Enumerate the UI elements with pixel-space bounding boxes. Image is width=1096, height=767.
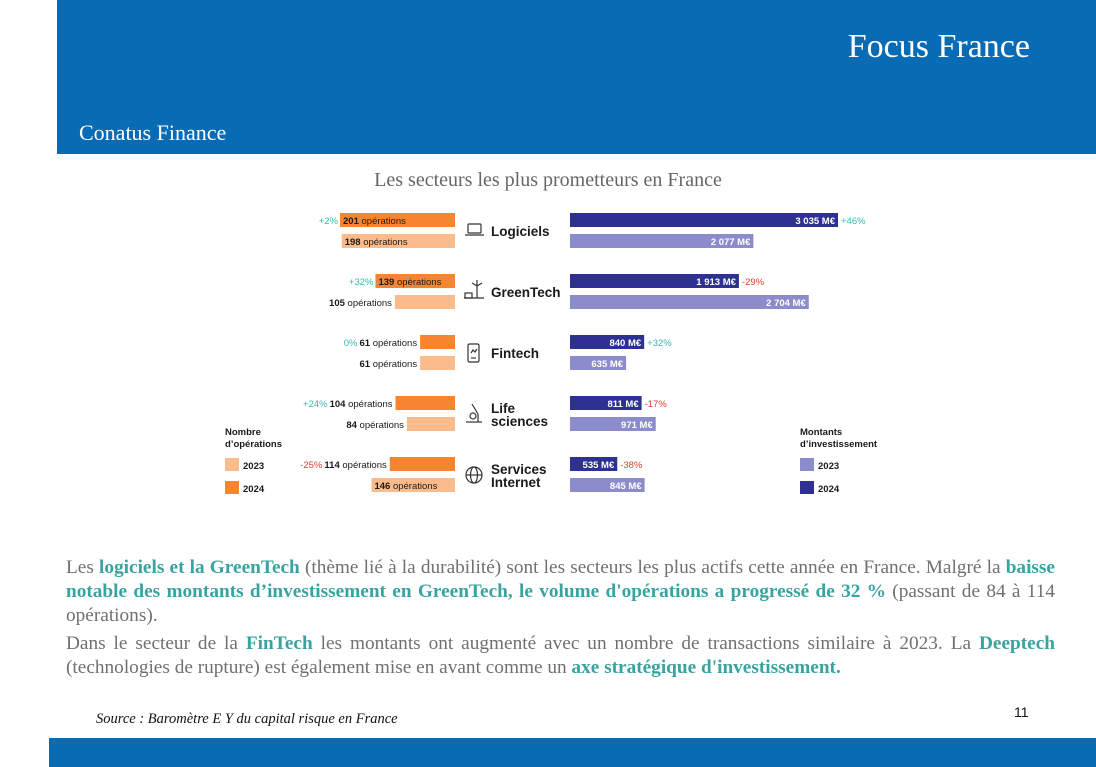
investment-2024-label: 811 M€ xyxy=(607,399,639,410)
paragraph-sectors: Les logiciels et la GreenTech (thème lié… xyxy=(66,556,1055,628)
investment-legend-label: 2024 xyxy=(818,484,840,495)
investment-2024-label: 3 035 M€ xyxy=(795,216,835,227)
laptop-icon xyxy=(465,223,484,236)
smartphone-icon xyxy=(467,343,480,363)
microscope-icon xyxy=(466,403,482,423)
globe-icon xyxy=(465,466,483,484)
chart-title: Les secteurs les plus prometteurs en Fra… xyxy=(374,169,722,191)
investment-2023-bar xyxy=(570,295,809,309)
category-label: Internet xyxy=(491,475,541,490)
highlighted-text: axe stratégique d'investissement. xyxy=(571,657,841,678)
footer-bar xyxy=(49,738,1096,767)
investment-2023-label: 845 M€ xyxy=(610,481,642,492)
highlighted-text: FinTech xyxy=(245,633,313,654)
investment-2024-bar xyxy=(570,457,618,471)
investment-legend-swatch xyxy=(800,458,814,471)
investment-2023-label: 635 M€ xyxy=(591,359,623,370)
operations-2023-label: 105 opérations xyxy=(329,298,392,309)
investment-legend-swatch xyxy=(800,481,814,494)
investment-2024-label: 840 M€ xyxy=(609,338,641,349)
operations-2024-label: 201 opérations xyxy=(343,216,406,227)
header-bar: Focus France Conatus Finance xyxy=(57,0,1096,154)
highlighted-text: Deeptech xyxy=(978,633,1055,654)
investment-2024-label: 1 913 M€ xyxy=(696,277,736,288)
category-label: Life xyxy=(491,401,515,416)
investment-2024-bar xyxy=(570,274,739,288)
investment-change-label: -38% xyxy=(620,460,643,471)
source-note: Source : Baromètre E Y du capital risque… xyxy=(96,711,398,727)
operations-2023-bar xyxy=(420,356,455,370)
category-label: Fintech xyxy=(491,346,539,361)
investment-2023-label: 971 M€ xyxy=(621,420,653,431)
operations-2024-label: 114 opérations xyxy=(324,460,387,471)
investment-change-label: -29% xyxy=(742,277,765,288)
highlighted-text: logiciels et la GreenTech xyxy=(99,557,300,578)
investment-2023-label: 2 077 M€ xyxy=(711,237,751,248)
operations-legend-swatch xyxy=(225,458,239,471)
operations-change-label: -25% xyxy=(300,460,323,471)
investment-2023-bar xyxy=(570,478,645,492)
highlighted-text: baisse notable des montants d’investisse… xyxy=(66,557,1055,602)
body-text-run: Les xyxy=(66,557,100,578)
operations-2024-bar xyxy=(420,335,455,349)
operations-2023-label: 84 opérations xyxy=(346,420,404,431)
wind-turbine-icon xyxy=(464,280,484,299)
investment-2024-label: 535 M€ xyxy=(583,460,615,471)
investment-legend-label: 2023 xyxy=(818,461,839,472)
body-text-run: (thème lié à la durabilité) sont les sec… xyxy=(299,557,1006,578)
operations-2024-label: 139 opérations xyxy=(378,277,441,288)
operations-2024-bar xyxy=(389,457,455,471)
investment-2024-bar xyxy=(570,335,645,349)
operations-change-label: +2% xyxy=(319,216,339,227)
body-text-run: (passant de 84 à 114 opérations). xyxy=(66,581,1055,626)
body-text-run: Dans le secteur de la xyxy=(66,633,246,654)
operations-2024-label: 104 opérations xyxy=(330,399,393,410)
operations-change-label: 0% xyxy=(344,338,358,349)
operations-2023-bar xyxy=(406,417,455,431)
investment-2023-bar xyxy=(570,234,754,248)
investment-2023-bar xyxy=(570,356,627,370)
investment-2023-bar xyxy=(570,417,656,431)
operations-2023-label: 61 opérations xyxy=(360,359,418,370)
operations-change-label: +32% xyxy=(349,277,374,288)
category-label: Services xyxy=(491,462,547,477)
category-label: sciences xyxy=(491,414,548,429)
operations-legend-label: 2023 xyxy=(243,461,264,472)
operations-change-label: +24% xyxy=(303,399,328,410)
sector-chart: 201 opérations 198 opérations +2% 3 035 M€ 2… xyxy=(225,213,878,495)
operations-2024-bar xyxy=(395,396,455,410)
paragraph-fintech: Dans le secteur de la FinTech les montan… xyxy=(66,632,1055,680)
body-text-run: (technologies de rupture) est également … xyxy=(66,657,572,678)
investment-change-label: +46% xyxy=(841,216,866,227)
operations-legend-title: Nombre xyxy=(225,427,261,438)
category-label: Logiciels xyxy=(491,224,550,239)
operations-2024-bar xyxy=(340,213,455,227)
operations-2023-bar xyxy=(371,478,455,492)
operations-legend-swatch xyxy=(225,481,239,494)
investment-2023-label: 2 704 M€ xyxy=(766,298,806,309)
investment-2024-bar xyxy=(570,213,838,227)
operations-2024-label: 61 opérations xyxy=(360,338,418,349)
investment-change-label: +32% xyxy=(647,338,672,349)
organization-name: Conatus Finance xyxy=(79,120,227,145)
category-label: GreenTech xyxy=(491,285,561,300)
operations-2023-label: 198 opérations xyxy=(345,237,408,248)
operations-2024-bar xyxy=(375,274,455,288)
operations-2023-label: 146 opérations xyxy=(374,481,437,492)
investment-legend-title: d’investissement xyxy=(800,439,878,450)
investment-legend-title: Montants xyxy=(800,427,842,438)
operations-legend-label: 2024 xyxy=(243,484,265,495)
page-number: 11 xyxy=(1014,704,1029,720)
body-text-run: les montants ont augmenté avec un nombre… xyxy=(312,633,979,654)
operations-legend-title: d’opérations xyxy=(225,439,282,450)
page-title: Focus France xyxy=(847,28,1030,65)
investment-change-label: -17% xyxy=(645,399,668,410)
operations-2023-bar xyxy=(341,234,455,248)
investment-2024-bar xyxy=(570,396,642,410)
operations-2023-bar xyxy=(394,295,455,309)
